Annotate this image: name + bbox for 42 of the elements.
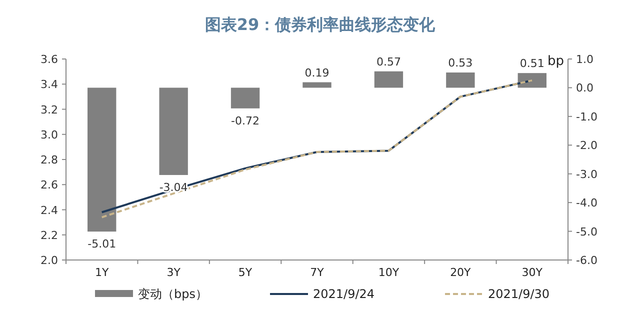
y-tick-label: 3.4 <box>40 78 58 92</box>
y2-tick-label: -3.0 <box>576 168 598 181</box>
x-tick-label: 20Y <box>450 266 472 279</box>
legend-label: 2021/9/30 <box>488 287 550 301</box>
bar <box>159 88 188 176</box>
legend-label: 2021/9/24 <box>313 287 375 301</box>
data-label: 0.51 <box>520 57 544 70</box>
y-tick-label: 2.8 <box>40 154 58 166</box>
data-label: 0.53 <box>448 56 473 70</box>
bar <box>230 88 260 108</box>
bar <box>446 72 475 88</box>
y2-tick-label: -4.0 <box>576 196 598 210</box>
y-tick-label: 2.0 <box>40 254 58 267</box>
bar <box>88 88 116 232</box>
chart-title: 图表29：债券利率曲线形态变化 <box>204 15 436 34</box>
x-tick-label: 1Y <box>95 266 109 279</box>
y2-axis-title: bp <box>547 54 564 69</box>
y2-tick-label: -2.0 <box>576 139 598 152</box>
bar <box>302 82 332 88</box>
data-label: 0.19 <box>304 66 330 80</box>
y2-tick-label: 1.0 <box>576 53 594 66</box>
bar <box>374 71 404 88</box>
y2-tick-label: -6.0 <box>576 254 598 267</box>
data-label: 0.57 <box>376 55 401 68</box>
y-tick-label: 3.6 <box>40 53 58 66</box>
y2-tick-label: -1.0 <box>576 110 598 124</box>
bar <box>518 73 546 88</box>
y-tick-label: 3.0 <box>40 128 58 142</box>
y-tick-label: 2.4 <box>40 204 58 217</box>
legend-label: 变动（bps） <box>138 287 208 301</box>
y-tick-label: 3.2 <box>40 103 58 116</box>
data-label: -0.72 <box>231 114 260 128</box>
x-tick-label: 3Y <box>166 266 181 279</box>
x-tick-label: 30Y <box>522 266 543 279</box>
x-tick-label: 7Y <box>310 266 324 279</box>
y2-tick-label: 0.0 <box>576 82 594 95</box>
x-tick-label: 10Y <box>378 266 400 279</box>
y-tick-label: 2.6 <box>40 178 58 192</box>
x-tick-label: 5Y <box>238 266 252 279</box>
y2-tick-label: -5.0 <box>576 225 598 238</box>
data-label: -5.01 <box>88 238 116 251</box>
y-tick-label: 2.2 <box>40 228 58 242</box>
